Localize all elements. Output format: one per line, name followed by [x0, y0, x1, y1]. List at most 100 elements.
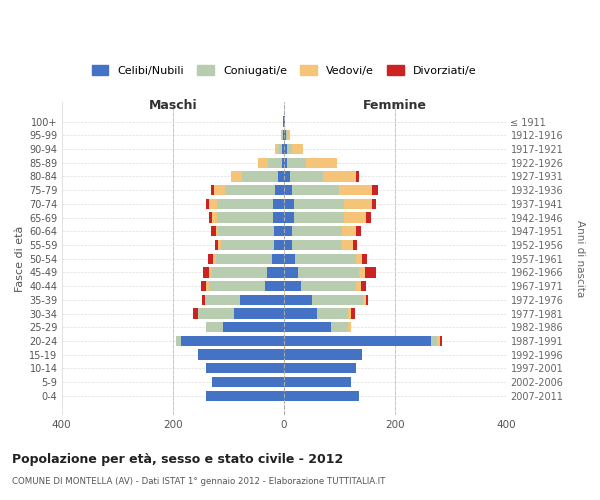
Bar [272, 254, 284, 264]
Bar [218, 240, 221, 250]
Bar [205, 294, 239, 305]
Bar [372, 198, 376, 209]
Bar [312, 294, 363, 305]
Bar [283, 144, 284, 154]
Bar [200, 281, 206, 291]
Bar [203, 267, 209, 278]
Bar [298, 267, 359, 278]
Bar [198, 308, 234, 318]
Bar [350, 308, 355, 318]
Bar [348, 322, 350, 332]
Bar [278, 172, 284, 181]
Bar [440, 336, 442, 346]
Bar [284, 130, 286, 140]
Text: Femmine: Femmine [363, 99, 427, 112]
Bar [268, 158, 282, 168]
Bar [287, 130, 290, 140]
Bar [206, 390, 284, 401]
Legend: Celibi/Nubili, Coniugati/e, Vedovi/e, Divorziati/e: Celibi/Nubili, Coniugati/e, Vedovi/e, Di… [88, 61, 481, 80]
Bar [209, 198, 217, 209]
Bar [292, 144, 304, 154]
Bar [181, 336, 284, 346]
Bar [343, 226, 356, 236]
Bar [359, 267, 365, 278]
Bar [275, 144, 278, 154]
Bar [284, 185, 292, 196]
Bar [356, 226, 361, 236]
Bar [211, 185, 214, 196]
Bar [284, 390, 359, 401]
Bar [206, 281, 209, 291]
Bar [284, 116, 285, 126]
Bar [292, 226, 343, 236]
Bar [284, 377, 350, 387]
Bar [282, 130, 283, 140]
Bar [284, 198, 294, 209]
Bar [284, 226, 292, 236]
Bar [284, 254, 295, 264]
Bar [344, 212, 366, 222]
Bar [286, 130, 287, 140]
Bar [217, 212, 273, 222]
Bar [231, 172, 242, 181]
Bar [284, 212, 294, 222]
Bar [283, 130, 284, 140]
Bar [278, 144, 283, 154]
Bar [214, 185, 225, 196]
Bar [284, 308, 317, 318]
Bar [215, 240, 218, 250]
Bar [437, 336, 440, 346]
Bar [331, 322, 348, 332]
Bar [273, 198, 284, 209]
Y-axis label: Fasce di età: Fasce di età [15, 226, 25, 292]
Bar [292, 185, 339, 196]
Bar [281, 130, 282, 140]
Bar [284, 144, 287, 154]
Bar [284, 267, 298, 278]
Bar [258, 158, 268, 168]
Bar [217, 198, 273, 209]
Bar [317, 308, 348, 318]
Bar [225, 185, 275, 196]
Bar [202, 294, 205, 305]
Bar [365, 267, 376, 278]
Bar [212, 267, 268, 278]
Bar [344, 198, 372, 209]
Bar [275, 185, 284, 196]
Bar [283, 116, 284, 126]
Bar [242, 172, 278, 181]
Bar [290, 172, 323, 181]
Bar [342, 240, 353, 250]
Bar [356, 254, 362, 264]
Bar [348, 308, 350, 318]
Bar [209, 212, 212, 222]
Bar [356, 281, 361, 291]
Bar [339, 185, 373, 196]
Text: Maschi: Maschi [149, 99, 197, 112]
Bar [273, 212, 284, 222]
Bar [193, 308, 198, 318]
Bar [353, 240, 358, 250]
Bar [284, 281, 301, 291]
Bar [223, 322, 284, 332]
Bar [265, 281, 284, 291]
Bar [366, 212, 371, 222]
Bar [356, 172, 359, 181]
Bar [287, 144, 292, 154]
Bar [284, 363, 356, 374]
Bar [282, 158, 284, 168]
Bar [362, 254, 367, 264]
Bar [214, 254, 216, 264]
Bar [294, 198, 344, 209]
Text: Popolazione per età, sesso e stato civile - 2012: Popolazione per età, sesso e stato civil… [12, 452, 343, 466]
Bar [209, 267, 212, 278]
Bar [284, 158, 287, 168]
Bar [365, 294, 368, 305]
Bar [292, 240, 342, 250]
Bar [323, 172, 356, 181]
Bar [216, 254, 272, 264]
Bar [294, 212, 344, 222]
Bar [284, 172, 290, 181]
Bar [209, 281, 265, 291]
Bar [284, 294, 312, 305]
